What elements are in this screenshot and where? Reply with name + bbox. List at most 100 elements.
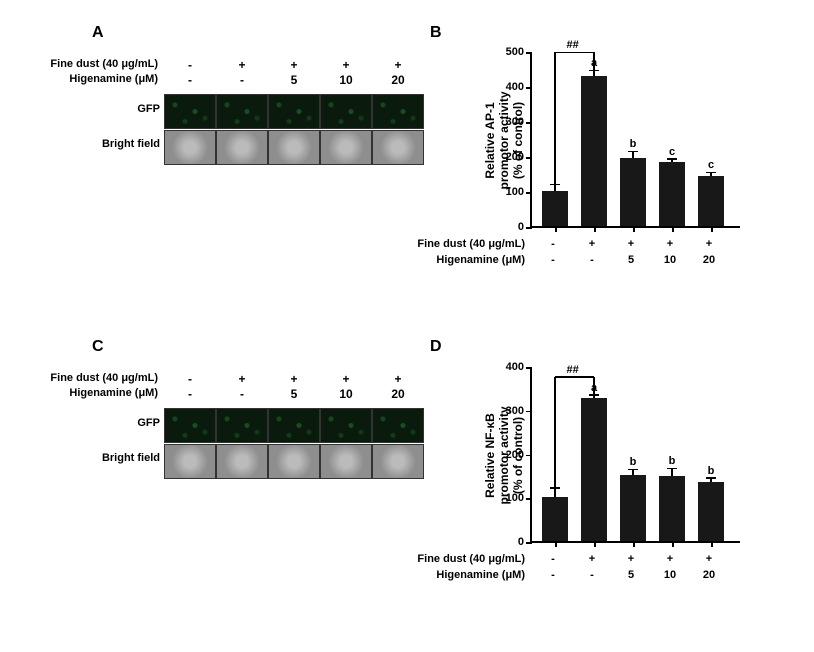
- yaxis-title: Relative AP-1promotor activity(% of cont…: [483, 53, 525, 228]
- yaxis-title: Relative NF-κBpromotor activity(% of con…: [483, 368, 525, 543]
- higenamine-value-chart: -: [582, 569, 602, 581]
- treatment-value: -: [216, 73, 268, 87]
- fine-dust-label-a: Fine dust (40 μg/mL): [30, 58, 158, 70]
- fine-dust-value-chart: +: [660, 238, 680, 250]
- treatment-value: 20: [372, 387, 424, 401]
- bar: [620, 475, 646, 541]
- sig-letter: c: [669, 146, 675, 158]
- bright-field-image: [372, 130, 424, 165]
- bright-field-image: [268, 444, 320, 479]
- bar: [698, 482, 724, 541]
- sig-letter: b: [630, 138, 637, 150]
- higenamine-value-chart: 20: [699, 569, 719, 581]
- sig-hash: ##: [567, 39, 579, 51]
- higenamine-label-chart: Higenamine (μM): [405, 569, 525, 581]
- bright-field-image: [320, 444, 372, 479]
- gfp-image: [164, 94, 216, 129]
- panel-letter-b: B: [430, 24, 442, 42]
- sig-letter: b: [669, 455, 676, 467]
- bright-field-image: [268, 130, 320, 165]
- higenamine-value-chart: 20: [699, 254, 719, 266]
- fine-dust-value-chart: -: [543, 553, 563, 565]
- sig-letter: b: [708, 465, 715, 477]
- gfp-image: [372, 94, 424, 129]
- gfp-image: [268, 408, 320, 443]
- bright-field-image: [372, 444, 424, 479]
- bright-field-image: [216, 444, 268, 479]
- bar: [698, 176, 724, 226]
- fine-dust-value-chart: +: [621, 553, 641, 565]
- treatment-value: +: [268, 372, 320, 386]
- chart-b: 0100200300400500abcc## Relative AP-1prom…: [475, 45, 775, 325]
- fine-dust-label-chart: Fine dust (40 μg/mL): [405, 553, 525, 565]
- bright-field-image: [320, 130, 372, 165]
- higenamine-label-chart: Higenamine (μM): [405, 254, 525, 266]
- treatment-value: 20: [372, 73, 424, 87]
- panel-letter-a: A: [92, 24, 104, 42]
- bright-field-image: [164, 444, 216, 479]
- bar: [659, 476, 685, 541]
- bar: [581, 76, 607, 227]
- treatment-value: 5: [268, 73, 320, 87]
- treatment-value: -: [216, 387, 268, 401]
- higenamine-value-chart: 5: [621, 569, 641, 581]
- treatment-value: -: [164, 387, 216, 401]
- treatment-value: 10: [320, 387, 372, 401]
- higenamine-value-chart: -: [582, 254, 602, 266]
- treatment-value: +: [320, 372, 372, 386]
- treatment-value: +: [372, 372, 424, 386]
- gfp-label-a: GFP: [90, 103, 160, 115]
- bright-row-a: [164, 130, 424, 165]
- treatment-value: +: [216, 372, 268, 386]
- gfp-label-c: GFP: [90, 417, 160, 429]
- gfp-image: [268, 94, 320, 129]
- chart-d: 0100200300400abbb## Relative NF-κBpromot…: [475, 360, 775, 640]
- treatment-value: 5: [268, 387, 320, 401]
- bar: [659, 162, 685, 226]
- treatment-value: +: [216, 58, 268, 72]
- bar: [542, 191, 568, 226]
- gfp-image: [320, 94, 372, 129]
- plot-b: 0100200300400500abcc##: [530, 53, 740, 228]
- treatment-value: -: [164, 372, 216, 386]
- sig-hash: ##: [567, 364, 579, 376]
- higenamine-values-a: --51020: [164, 73, 424, 87]
- fine-dust-value-chart: +: [699, 553, 719, 565]
- bright-row-c: [164, 444, 424, 479]
- fine-dust-label-chart: Fine dust (40 μg/mL): [405, 238, 525, 250]
- higenamine-values-c: --51020: [164, 387, 424, 401]
- bright-field-image: [164, 130, 216, 165]
- bright-label-c: Bright field: [90, 452, 160, 464]
- fine-dust-label-c: Fine dust (40 μg/mL): [30, 372, 158, 384]
- plot-d: 0100200300400abbb##: [530, 368, 740, 543]
- fine-dust-value-chart: -: [543, 238, 563, 250]
- fine-dust-value-chart: +: [582, 553, 602, 565]
- fine-dust-values-c: -++++: [164, 372, 424, 386]
- higenamine-value-chart: -: [543, 569, 563, 581]
- gfp-image: [372, 408, 424, 443]
- sig-letter: b: [630, 456, 637, 468]
- gfp-row-c: [164, 408, 424, 443]
- treatment-value: -: [164, 58, 216, 72]
- fine-dust-value-chart: +: [621, 238, 641, 250]
- higenamine-value-chart: 10: [660, 254, 680, 266]
- higenamine-value-chart: 5: [621, 254, 641, 266]
- treatment-value: -: [164, 73, 216, 87]
- panel-letter-d: D: [430, 338, 442, 356]
- sig-letter: c: [708, 159, 714, 171]
- gfp-image: [164, 408, 216, 443]
- bar: [620, 158, 646, 226]
- treatment-value: +: [268, 58, 320, 72]
- bright-label-a: Bright field: [90, 138, 160, 150]
- gfp-image: [320, 408, 372, 443]
- higenamine-label-a: Higenamine (μM): [30, 73, 158, 85]
- bar: [581, 398, 607, 541]
- bright-field-image: [216, 130, 268, 165]
- treatment-value: 10: [320, 73, 372, 87]
- fine-dust-value-chart: +: [582, 238, 602, 250]
- gfp-image: [216, 408, 268, 443]
- higenamine-value-chart: -: [543, 254, 563, 266]
- treatment-value: +: [372, 58, 424, 72]
- gfp-row-a: [164, 94, 424, 129]
- treatment-value: +: [320, 58, 372, 72]
